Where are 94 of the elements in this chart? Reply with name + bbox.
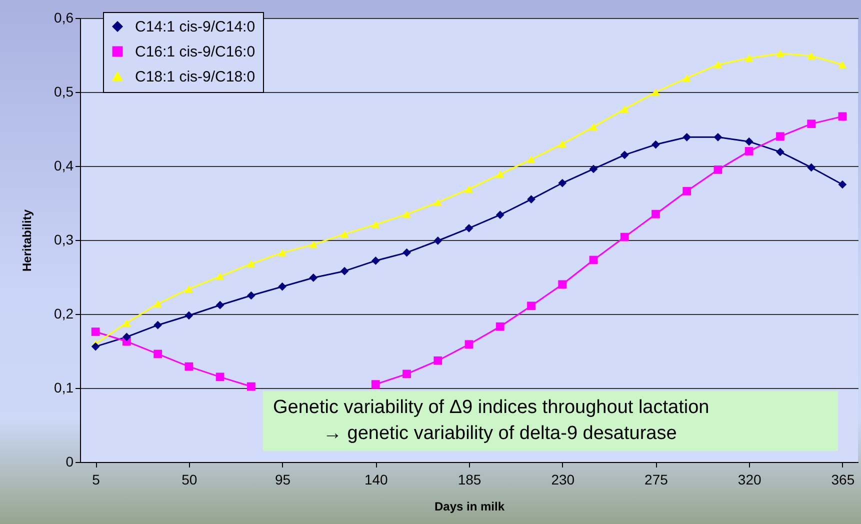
point	[496, 322, 504, 331]
point	[776, 50, 784, 58]
point	[652, 210, 660, 218]
x-tick-label: 365	[831, 472, 855, 488]
point	[91, 342, 100, 351]
point	[682, 186, 692, 196]
point	[744, 54, 754, 62]
x-tick-label: 50	[182, 472, 198, 488]
x-tick-label: 140	[364, 472, 388, 488]
point	[527, 156, 536, 163]
point	[154, 350, 162, 358]
point	[527, 195, 536, 204]
point	[620, 232, 629, 242]
y-tick-label: 0,3	[54, 232, 74, 248]
point	[714, 166, 722, 174]
point	[496, 170, 504, 178]
point	[434, 236, 442, 245]
x-tick-label: 95	[274, 472, 291, 488]
point	[371, 380, 380, 388]
point	[776, 148, 784, 156]
point	[620, 150, 629, 160]
point	[838, 112, 847, 121]
point	[309, 274, 318, 282]
point	[184, 311, 194, 320]
x-tick-label: 275	[644, 472, 668, 488]
y-tick-label: 0,1	[54, 380, 74, 396]
point	[682, 74, 692, 82]
point	[838, 60, 847, 68]
point	[464, 224, 474, 232]
point	[838, 180, 847, 189]
legend-label: C18:1 cis-9/C18:0	[135, 68, 256, 86]
point	[371, 220, 380, 228]
point	[589, 123, 598, 130]
point	[309, 240, 318, 248]
point	[434, 198, 442, 206]
annotation: → genetic variability of delta-9 desaturase	[322, 422, 678, 446]
y-axis-title: Heritability	[20, 209, 34, 272]
legend-label: C14:1 cis-9/C14:0	[135, 18, 256, 36]
x-tick-label: 230	[551, 472, 575, 488]
x-tick-label: 320	[738, 472, 762, 488]
point	[246, 260, 256, 268]
point	[402, 370, 411, 378]
point	[807, 163, 816, 172]
y-tick-label: 0,6	[54, 10, 74, 26]
point	[216, 372, 224, 382]
point	[122, 319, 131, 327]
x-tick-label: 185	[458, 472, 482, 488]
point	[776, 132, 784, 141]
point	[340, 230, 349, 238]
annotation: Genetic variability of Δ9 indices throughout lactation	[273, 396, 710, 420]
point	[714, 132, 722, 142]
point	[154, 320, 162, 330]
point	[589, 256, 598, 264]
point	[216, 300, 224, 310]
point	[434, 356, 442, 365]
legend-label: C16:1 cis-9/C16:0	[135, 44, 256, 60]
x-tick-label: 5	[92, 472, 100, 488]
point	[340, 266, 349, 276]
point	[807, 52, 816, 60]
point	[154, 300, 162, 308]
x-axis-title: Days in milk	[434, 500, 505, 514]
y-tick-label: 0	[66, 454, 74, 470]
note-box: Genetic variability of Δ9 indices throughout lactation → genetic variability of delta-9 desaturase	[263, 391, 838, 451]
point	[558, 140, 567, 148]
point	[558, 178, 567, 188]
point	[278, 248, 286, 256]
point	[744, 137, 754, 146]
point	[91, 328, 100, 336]
point	[184, 362, 194, 371]
point	[652, 140, 660, 149]
point	[278, 282, 286, 291]
point	[682, 132, 692, 142]
point	[402, 248, 411, 257]
point	[807, 120, 816, 128]
point	[527, 302, 536, 310]
point	[744, 147, 754, 156]
point	[246, 382, 256, 391]
point	[464, 340, 474, 349]
point	[558, 280, 567, 289]
point	[122, 332, 131, 342]
point	[464, 185, 474, 193]
point	[246, 291, 256, 300]
point	[714, 60, 722, 68]
y-tick-label: 0,5	[54, 84, 74, 100]
point	[496, 210, 504, 220]
point	[620, 105, 629, 113]
point	[216, 272, 224, 280]
point	[371, 256, 380, 265]
point	[652, 88, 660, 96]
y-tick-label: 0,2	[54, 306, 74, 322]
point	[589, 164, 598, 174]
y-tick-label: 0,4	[54, 158, 74, 174]
point	[402, 210, 411, 218]
point	[184, 285, 194, 292]
